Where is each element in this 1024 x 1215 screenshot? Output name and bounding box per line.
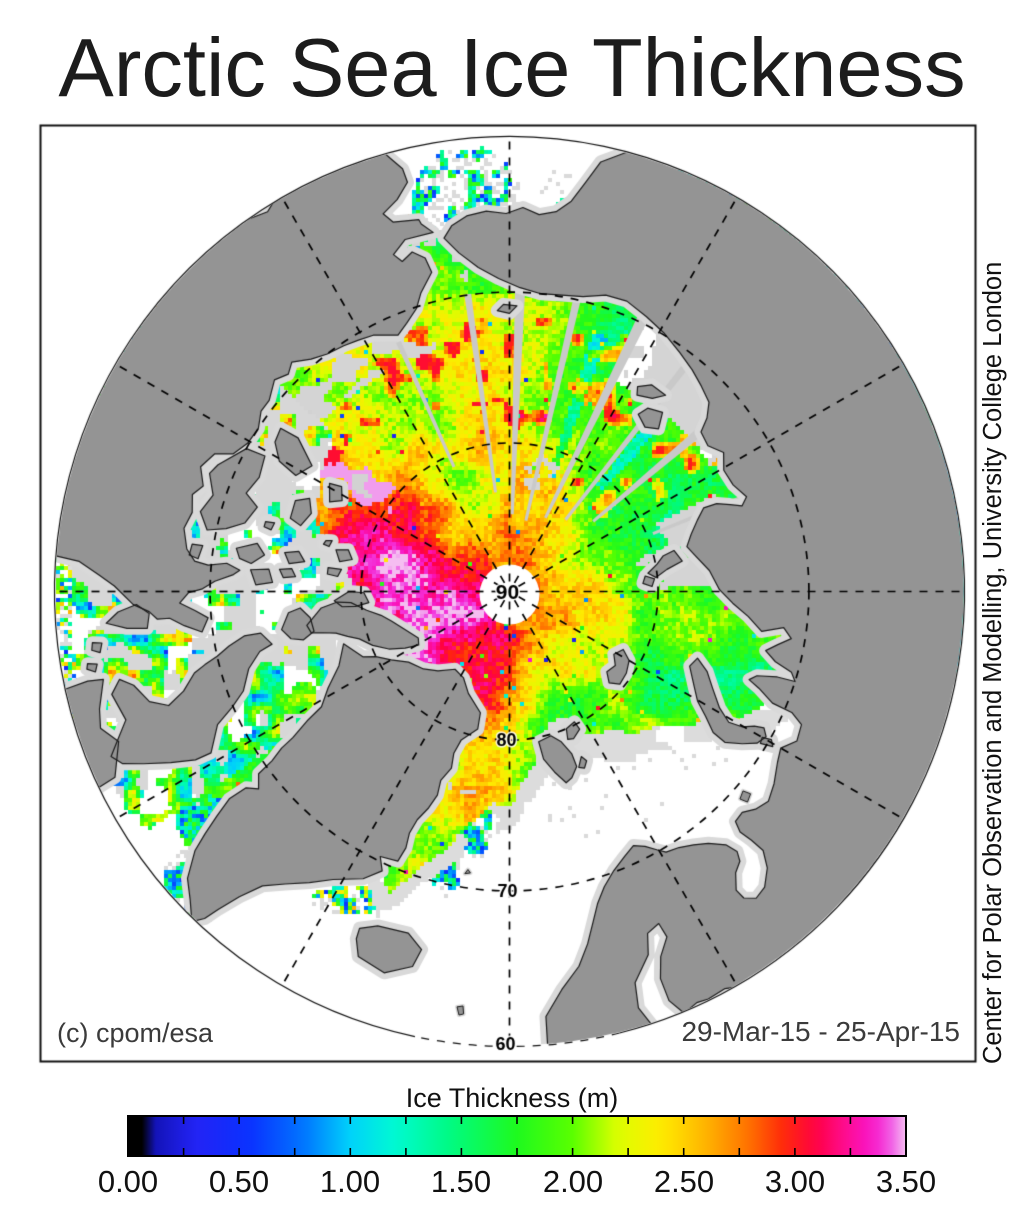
svg-text:3.50: 3.50 (876, 1164, 936, 1199)
svg-text:0.00: 0.00 (98, 1164, 158, 1199)
svg-text:3.00: 3.00 (765, 1164, 825, 1199)
svg-text:2.00: 2.00 (543, 1164, 603, 1199)
svg-text:1.50: 1.50 (431, 1164, 491, 1199)
svg-text:2.50: 2.50 (654, 1164, 714, 1199)
svg-text:1.00: 1.00 (320, 1164, 380, 1199)
svg-text:0.50: 0.50 (209, 1164, 269, 1199)
